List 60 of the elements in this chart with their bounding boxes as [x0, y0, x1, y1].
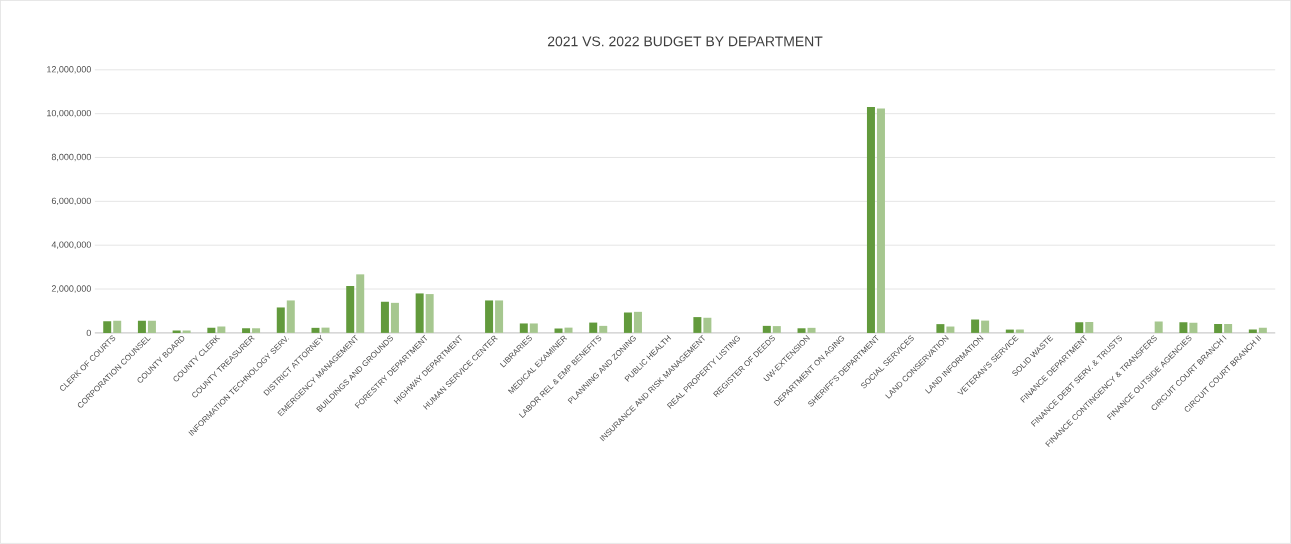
bar [147, 320, 156, 334]
bar [866, 107, 875, 334]
bar [554, 328, 563, 334]
y-tick-label: 12,000,000 [47, 66, 91, 74]
bar [703, 317, 712, 334]
bar [380, 301, 389, 334]
bar [1015, 329, 1024, 334]
bar [772, 326, 781, 334]
y-tick-label: 0 [86, 329, 91, 337]
bar [207, 327, 216, 334]
bar [693, 317, 702, 334]
bar [276, 307, 285, 334]
bar [529, 323, 538, 334]
bar [1224, 324, 1233, 334]
bar [1248, 329, 1257, 334]
bar [981, 320, 990, 334]
bar [103, 321, 112, 334]
bar [321, 327, 330, 334]
chart-title: 2021 VS. 2022 BUDGET BY DEPARTMENT [547, 36, 823, 47]
bar [876, 108, 885, 334]
y-tick-label: 6,000,000 [51, 197, 91, 206]
bar [390, 302, 399, 334]
bar [1005, 329, 1014, 334]
y-tick-label: 4,000,000 [51, 241, 91, 250]
bar [217, 326, 226, 334]
bar [1179, 322, 1188, 334]
bar [1154, 321, 1163, 334]
bar [946, 326, 955, 334]
bar [311, 327, 320, 334]
bar [807, 327, 816, 334]
bar [137, 320, 146, 334]
bar [1085, 322, 1094, 334]
bar [971, 319, 980, 334]
bar [425, 294, 434, 334]
bar [356, 274, 365, 334]
bar [485, 300, 494, 334]
bar [797, 328, 806, 334]
bar [172, 330, 181, 334]
y-tick-label: 2,000,000 [51, 285, 91, 293]
bar [519, 323, 528, 334]
bar [415, 293, 424, 334]
bar [762, 326, 771, 334]
bar [182, 330, 191, 334]
bar [936, 324, 945, 334]
bar [564, 327, 573, 334]
bar [1075, 322, 1084, 334]
bar [1214, 324, 1223, 334]
y-tick-label: 10,000,000 [47, 110, 91, 118]
bar [1189, 322, 1198, 334]
bar [242, 328, 251, 334]
bar [599, 326, 608, 334]
bar [286, 300, 295, 334]
bar [633, 311, 642, 334]
bar [346, 286, 355, 334]
bar [1258, 327, 1267, 334]
bar [495, 300, 504, 334]
bar [623, 312, 632, 334]
y-tick-label: 8,000,000 [51, 153, 91, 162]
bar [589, 322, 598, 334]
bar [252, 328, 261, 334]
